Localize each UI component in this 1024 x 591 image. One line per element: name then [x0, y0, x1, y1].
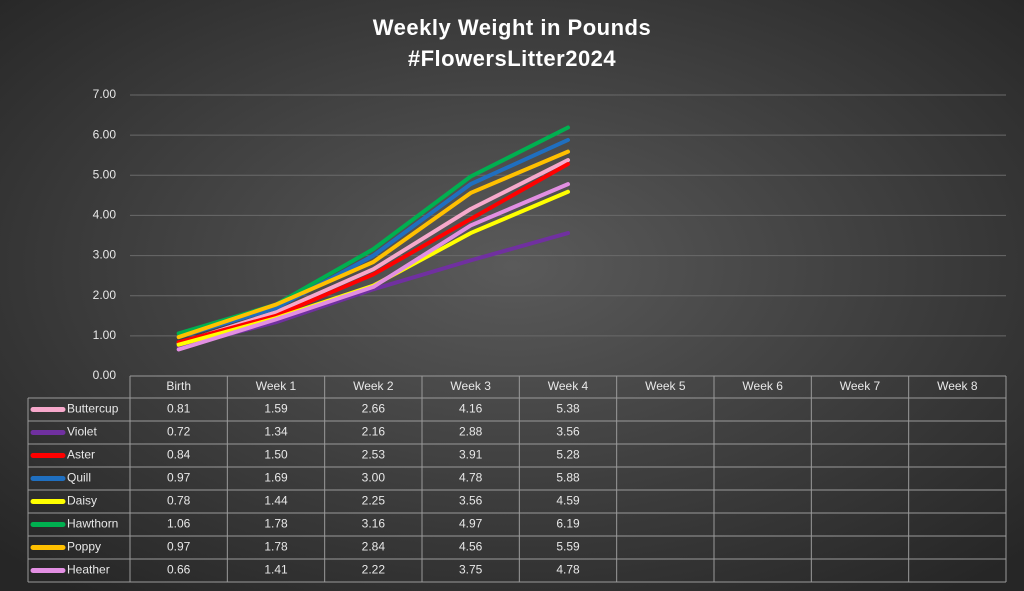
table-value: 1.06	[167, 517, 191, 531]
table-value: 4.78	[459, 471, 483, 485]
table-value: 1.78	[264, 540, 288, 554]
table-value: 0.84	[167, 448, 191, 462]
table-value: 4.97	[459, 517, 483, 531]
x-tick-label: Week 6	[742, 379, 783, 393]
table-value: 0.97	[167, 540, 191, 554]
table-value: 2.25	[362, 494, 386, 508]
table-value: 5.28	[556, 448, 580, 462]
y-tick-label: 5.00	[93, 167, 117, 181]
y-tick-label: 0.00	[93, 368, 117, 382]
legend-label: Aster	[67, 448, 95, 462]
table-value: 2.22	[362, 563, 386, 577]
table-value: 3.91	[459, 448, 483, 462]
legend-label: Heather	[67, 563, 110, 577]
table-value: 4.16	[459, 402, 483, 416]
chart-subtitle: #FlowersLitter2024	[408, 46, 617, 71]
table-value: 3.56	[556, 425, 580, 439]
table-value: 3.00	[362, 471, 386, 485]
table-value: 0.78	[167, 494, 191, 508]
legend-label: Poppy	[67, 540, 101, 554]
table-value: 1.41	[264, 563, 288, 577]
table-value: 3.16	[362, 517, 386, 531]
table-value: 4.59	[556, 494, 580, 508]
table-value: 2.16	[362, 425, 386, 439]
x-tick-label: Birth	[166, 379, 191, 393]
x-tick-label: Week 8	[937, 379, 978, 393]
table-value: 1.69	[264, 471, 288, 485]
table-value: 2.66	[362, 402, 386, 416]
y-tick-label: 3.00	[93, 248, 117, 262]
table-value: 0.97	[167, 471, 191, 485]
table-value: 4.56	[459, 540, 483, 554]
table-value: 5.88	[556, 471, 580, 485]
table-value: 1.50	[264, 448, 288, 462]
table-value: 1.59	[264, 402, 288, 416]
table-value: 5.59	[556, 540, 580, 554]
x-tick-label: Week 2	[353, 379, 394, 393]
series-line	[176, 137, 570, 340]
series-line	[176, 149, 570, 340]
x-tick-label: Week 4	[548, 379, 589, 393]
x-tick-label: Week 1	[256, 379, 297, 393]
table-value: 2.88	[459, 425, 483, 439]
series-line	[176, 182, 570, 352]
chart-title: Weekly Weight in Pounds	[373, 15, 651, 40]
table-value: 6.19	[556, 517, 580, 531]
table-value: 2.53	[362, 448, 386, 462]
legend-label: Violet	[67, 425, 97, 439]
table-value: 3.75	[459, 563, 483, 577]
y-tick-label: 6.00	[93, 127, 117, 141]
table-value: 1.34	[264, 425, 288, 439]
table-value: 1.78	[264, 517, 288, 531]
table-value: 4.78	[556, 563, 580, 577]
x-tick-label: Week 5	[645, 379, 686, 393]
table-value: 5.38	[556, 402, 580, 416]
legend-label: Quill	[67, 471, 91, 485]
y-tick-label: 4.00	[93, 208, 117, 222]
legend-label: Buttercup	[67, 402, 119, 416]
y-tick-label: 2.00	[93, 288, 117, 302]
table-value: 2.84	[362, 540, 386, 554]
x-tick-label: Week 7	[840, 379, 881, 393]
table-value: 0.81	[167, 402, 191, 416]
table-value: 3.56	[459, 494, 483, 508]
table-value: 0.72	[167, 425, 191, 439]
series-line	[176, 162, 570, 345]
legend-label: Daisy	[67, 494, 97, 508]
legend-label: Hawthorn	[67, 517, 118, 531]
y-tick-label: 7.00	[93, 87, 117, 101]
table-value: 0.66	[167, 563, 191, 577]
y-tick-label: 1.00	[93, 328, 117, 342]
table-value: 1.44	[264, 494, 288, 508]
x-tick-label: Week 3	[450, 379, 491, 393]
